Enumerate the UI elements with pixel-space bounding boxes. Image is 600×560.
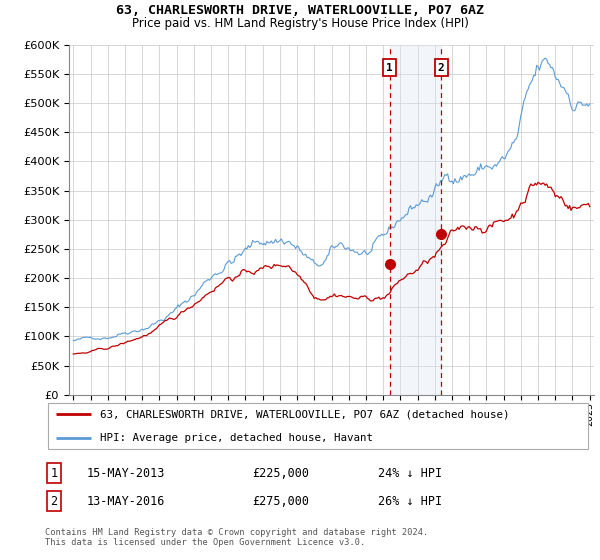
- Text: 1: 1: [386, 63, 393, 73]
- Text: 63, CHARLESWORTH DRIVE, WATERLOOVILLE, PO7 6AZ (detached house): 63, CHARLESWORTH DRIVE, WATERLOOVILLE, P…: [100, 409, 509, 419]
- Text: Price paid vs. HM Land Registry's House Price Index (HPI): Price paid vs. HM Land Registry's House …: [131, 17, 469, 30]
- Bar: [389, 45, 441, 395]
- Text: 15-MAY-2013: 15-MAY-2013: [87, 466, 166, 480]
- Text: 2: 2: [50, 494, 58, 508]
- Text: 26% ↓ HPI: 26% ↓ HPI: [378, 494, 442, 508]
- Text: £225,000: £225,000: [252, 466, 309, 480]
- Text: 2: 2: [438, 63, 445, 73]
- Text: 24% ↓ HPI: 24% ↓ HPI: [378, 466, 442, 480]
- Text: 13-MAY-2016: 13-MAY-2016: [87, 494, 166, 508]
- Text: Contains HM Land Registry data © Crown copyright and database right 2024.
This d: Contains HM Land Registry data © Crown c…: [45, 528, 428, 547]
- Text: 1: 1: [50, 466, 58, 480]
- Text: HPI: Average price, detached house, Havant: HPI: Average price, detached house, Hava…: [100, 433, 373, 443]
- Text: £275,000: £275,000: [252, 494, 309, 508]
- FancyBboxPatch shape: [48, 404, 588, 449]
- Text: 63, CHARLESWORTH DRIVE, WATERLOOVILLE, PO7 6AZ: 63, CHARLESWORTH DRIVE, WATERLOOVILLE, P…: [116, 4, 484, 17]
